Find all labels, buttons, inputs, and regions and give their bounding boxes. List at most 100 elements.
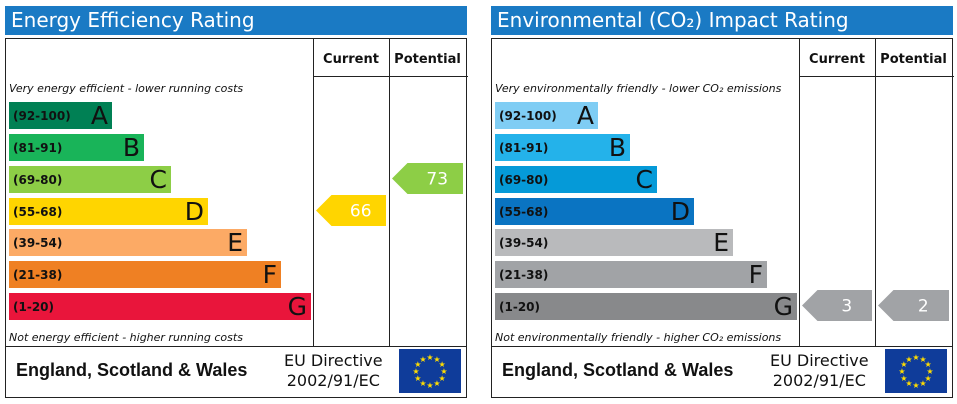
eu-stars-icon: ★ ★★★★★★★★★★★ <box>898 353 933 390</box>
eu-star: ★ <box>433 379 440 388</box>
eu-star: ★ <box>439 374 446 383</box>
eu-stars-icon: ★ ★★★★★★★★★★★ <box>412 353 447 390</box>
eu-star: ★ <box>412 367 419 376</box>
band-letter: F <box>262 260 277 289</box>
current-column-header: Current <box>809 52 865 67</box>
eu-star: ★ <box>426 381 433 390</box>
eu-flag: ★ ★ ★ ★ ★ ★ ★ ★ ★ ★ ★ ★ <box>885 349 947 393</box>
band-letter: E <box>227 228 243 257</box>
band-letter: C <box>149 165 167 194</box>
band-range: (92-100) <box>499 109 557 123</box>
eu-star: ★ <box>414 360 421 369</box>
band-letter: D <box>670 197 690 226</box>
eu-star: ★ <box>440 367 447 376</box>
band-d: (55-68) D <box>495 198 694 225</box>
band-letter: G <box>773 292 793 321</box>
band-letter: D <box>184 197 204 226</box>
rating-frame: Current Potential Very environmentally fri… <box>491 38 954 398</box>
potential-column-header: Potential <box>880 52 947 67</box>
potential-rating-arrow-label: 2 <box>918 297 929 317</box>
current-column-header: Current <box>323 52 379 67</box>
potential-column-header: Potential <box>394 52 461 67</box>
band-f: (21-38) F <box>9 261 281 288</box>
eu-star: ★ <box>433 355 440 364</box>
band-a: (92-100) A <box>495 102 598 129</box>
current-rating-arrow: 66 <box>316 195 386 226</box>
top-note: Very environmentally friendly - lower CO… <box>495 82 782 95</box>
potential-rating-arrow-label: 73 <box>426 170 448 190</box>
eu-star: ★ <box>414 374 421 383</box>
eu-star: ★ <box>919 355 926 364</box>
band-letter: A <box>576 101 594 130</box>
eu-star: ★ <box>925 374 932 383</box>
band-g: (1-20) G <box>495 293 797 320</box>
eu-star: ★ <box>439 360 446 369</box>
band-letter: F <box>748 260 763 289</box>
chart-title: Energy Efficiency Rating <box>5 6 467 35</box>
column-divider <box>875 39 876 347</box>
eu-star: ★ <box>919 379 926 388</box>
band-letter: C <box>635 165 653 194</box>
band-range: (81-91) <box>13 141 63 155</box>
eu-directive: EU Directive 2002/91/EC <box>770 351 869 391</box>
current-rating-arrow-shape <box>802 290 872 321</box>
eu-star: ★ <box>900 374 907 383</box>
band-letter: E <box>713 228 729 257</box>
band-d: (55-68) D <box>9 198 208 225</box>
band-range: (1-20) <box>499 300 540 314</box>
band-e: (39-54) E <box>495 229 733 256</box>
current-rating-arrow-label: 66 <box>350 202 372 222</box>
header-divider <box>799 76 954 77</box>
band-range: (39-54) <box>13 236 63 250</box>
footer-divider <box>492 346 952 347</box>
chart-title: Environmental (CO₂) Impact Rating <box>491 6 953 35</box>
band-range: (69-80) <box>13 173 63 187</box>
energy-efficiency-panel: Energy Efficiency Rating Current Potential… <box>5 6 468 398</box>
potential-rating-arrow-shape <box>878 290 949 321</box>
bottom-note: Not energy efficient - higher running co… <box>9 331 243 344</box>
current-rating-arrow-label: 3 <box>841 297 852 317</box>
eu-star: ★ <box>426 353 433 362</box>
eu-directive-line1: EU Directive <box>284 351 383 370</box>
band-letter: A <box>90 101 108 130</box>
band-letter: B <box>608 133 626 162</box>
top-note: Very energy efficient - lower running co… <box>9 82 244 95</box>
eu-star: ★ <box>419 379 426 388</box>
eu-directive-line2: 2002/91/EC <box>286 371 380 390</box>
potential-rating-arrow-shape <box>392 163 463 194</box>
region-label: England, Scotland & Wales <box>502 360 734 380</box>
band-range: (21-38) <box>499 268 549 282</box>
eu-star: ★ <box>900 360 907 369</box>
band-range: (39-54) <box>499 236 549 250</box>
band-range: (81-91) <box>499 141 549 155</box>
band-range: (55-68) <box>13 205 63 219</box>
current-rating-arrow-shape <box>316 195 386 226</box>
band-f: (21-38) F <box>495 261 767 288</box>
eu-star: ★ <box>905 355 912 364</box>
eu-star: ★ <box>926 367 933 376</box>
band-b: (81-91) B <box>495 134 630 161</box>
potential-rating-arrow: 2 <box>878 290 949 321</box>
eu-directive-line2: 2002/91/EC <box>772 371 866 390</box>
potential-rating-arrow: 73 <box>392 163 463 194</box>
band-range: (21-38) <box>13 268 63 282</box>
eu-star: ★ <box>912 381 919 390</box>
eu-directive-line1: EU Directive <box>770 351 869 370</box>
band-g: (1-20) G <box>9 293 311 320</box>
environmental-impact-panel: Environmental (CO₂) Impact Rating Current… <box>491 6 954 398</box>
column-divider <box>799 39 800 347</box>
band-letter: G <box>287 292 307 321</box>
band-letter: B <box>122 133 140 162</box>
bottom-note: Not environmentally friendly - higher CO… <box>495 331 782 344</box>
band-c: (69-80) C <box>495 166 657 193</box>
eu-star: ★ <box>925 360 932 369</box>
band-range: (1-20) <box>13 300 54 314</box>
rating-frame: Current Potential Very energy efficient - … <box>5 38 468 398</box>
header-divider <box>313 76 468 77</box>
eu-star: ★ <box>905 379 912 388</box>
column-divider <box>389 39 390 347</box>
band-c: (69-80) C <box>9 166 171 193</box>
eu-star: ★ <box>912 353 919 362</box>
eu-directive: EU Directive 2002/91/EC <box>284 351 383 391</box>
footer-divider <box>6 346 466 347</box>
